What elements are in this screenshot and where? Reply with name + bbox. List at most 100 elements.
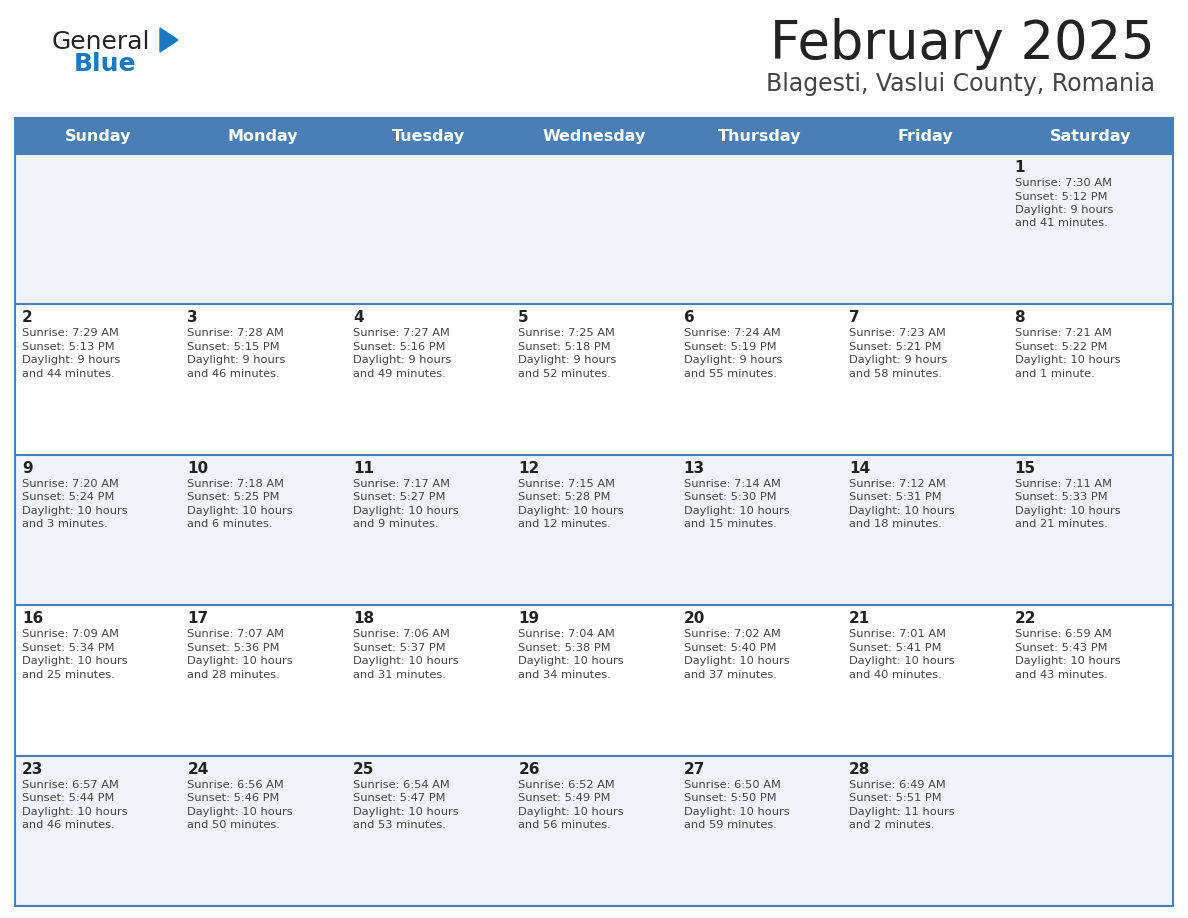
Text: Daylight: 10 hours: Daylight: 10 hours <box>353 807 459 817</box>
Text: and 50 minutes.: and 50 minutes. <box>188 820 280 830</box>
Text: 26: 26 <box>518 762 539 777</box>
Text: Sunrise: 7:01 AM: Sunrise: 7:01 AM <box>849 629 946 639</box>
Text: 16: 16 <box>23 611 43 626</box>
Text: Tuesday: Tuesday <box>392 129 466 143</box>
Text: Daylight: 10 hours: Daylight: 10 hours <box>23 506 127 516</box>
Polygon shape <box>160 28 178 52</box>
Text: Sunrise: 7:15 AM: Sunrise: 7:15 AM <box>518 479 615 488</box>
Text: Daylight: 9 hours: Daylight: 9 hours <box>849 355 948 365</box>
Text: 4: 4 <box>353 310 364 325</box>
Text: Sunrise: 7:30 AM: Sunrise: 7:30 AM <box>1015 178 1112 188</box>
Text: Daylight: 10 hours: Daylight: 10 hours <box>1015 656 1120 666</box>
Text: Sunset: 5:50 PM: Sunset: 5:50 PM <box>684 793 776 803</box>
Text: Sunrise: 6:54 AM: Sunrise: 6:54 AM <box>353 779 449 789</box>
Text: Sunset: 5:31 PM: Sunset: 5:31 PM <box>849 492 942 502</box>
Text: 6: 6 <box>684 310 695 325</box>
Text: Daylight: 10 hours: Daylight: 10 hours <box>684 807 789 817</box>
Text: Sunset: 5:37 PM: Sunset: 5:37 PM <box>353 643 446 653</box>
Text: and 28 minutes.: and 28 minutes. <box>188 670 280 679</box>
Text: 14: 14 <box>849 461 871 476</box>
Text: 8: 8 <box>1015 310 1025 325</box>
Text: 28: 28 <box>849 762 871 777</box>
Text: 27: 27 <box>684 762 706 777</box>
Text: Sunset: 5:41 PM: Sunset: 5:41 PM <box>849 643 942 653</box>
Text: and 25 minutes.: and 25 minutes. <box>23 670 115 679</box>
Text: Sunset: 5:15 PM: Sunset: 5:15 PM <box>188 341 280 352</box>
Text: Wednesday: Wednesday <box>542 129 646 143</box>
Text: and 46 minutes.: and 46 minutes. <box>23 820 114 830</box>
Text: Sunset: 5:30 PM: Sunset: 5:30 PM <box>684 492 776 502</box>
Text: Daylight: 9 hours: Daylight: 9 hours <box>1015 205 1113 215</box>
Text: Friday: Friday <box>897 129 953 143</box>
Text: and 37 minutes.: and 37 minutes. <box>684 670 777 679</box>
Bar <box>15 118 1173 154</box>
Text: and 15 minutes.: and 15 minutes. <box>684 520 777 530</box>
Text: Sunrise: 6:52 AM: Sunrise: 6:52 AM <box>518 779 615 789</box>
Text: Daylight: 10 hours: Daylight: 10 hours <box>518 656 624 666</box>
Text: Sunset: 5:49 PM: Sunset: 5:49 PM <box>518 793 611 803</box>
Bar <box>15 154 1173 305</box>
Text: and 40 minutes.: and 40 minutes. <box>849 670 942 679</box>
Text: Sunset: 5:19 PM: Sunset: 5:19 PM <box>684 341 776 352</box>
Text: Daylight: 9 hours: Daylight: 9 hours <box>353 355 451 365</box>
Text: 12: 12 <box>518 461 539 476</box>
Text: Daylight: 10 hours: Daylight: 10 hours <box>23 656 127 666</box>
Text: 20: 20 <box>684 611 706 626</box>
Text: Daylight: 10 hours: Daylight: 10 hours <box>518 807 624 817</box>
Text: 23: 23 <box>23 762 44 777</box>
Bar <box>15 118 1173 906</box>
Text: 9: 9 <box>23 461 32 476</box>
Text: Sunrise: 7:21 AM: Sunrise: 7:21 AM <box>1015 329 1112 339</box>
Text: Sunrise: 7:09 AM: Sunrise: 7:09 AM <box>23 629 119 639</box>
Text: Sunrise: 6:50 AM: Sunrise: 6:50 AM <box>684 779 781 789</box>
Text: and 2 minutes.: and 2 minutes. <box>849 820 935 830</box>
Text: 25: 25 <box>353 762 374 777</box>
Text: Sunrise: 7:28 AM: Sunrise: 7:28 AM <box>188 329 284 339</box>
Text: Sunset: 5:25 PM: Sunset: 5:25 PM <box>188 492 280 502</box>
Text: and 31 minutes.: and 31 minutes. <box>353 670 446 679</box>
Bar <box>15 756 1173 906</box>
Text: 1: 1 <box>1015 160 1025 175</box>
Text: Sunset: 5:27 PM: Sunset: 5:27 PM <box>353 492 446 502</box>
Text: and 3 minutes.: and 3 minutes. <box>23 520 108 530</box>
Text: Sunset: 5:21 PM: Sunset: 5:21 PM <box>849 341 942 352</box>
Text: Sunset: 5:16 PM: Sunset: 5:16 PM <box>353 341 446 352</box>
Text: and 9 minutes.: and 9 minutes. <box>353 520 438 530</box>
Text: 22: 22 <box>1015 611 1036 626</box>
Text: Sunset: 5:40 PM: Sunset: 5:40 PM <box>684 643 776 653</box>
Text: and 58 minutes.: and 58 minutes. <box>849 369 942 379</box>
Text: Sunset: 5:38 PM: Sunset: 5:38 PM <box>518 643 611 653</box>
Text: Daylight: 10 hours: Daylight: 10 hours <box>518 506 624 516</box>
Text: and 49 minutes.: and 49 minutes. <box>353 369 446 379</box>
Text: Sunrise: 7:18 AM: Sunrise: 7:18 AM <box>188 479 284 488</box>
Text: Daylight: 11 hours: Daylight: 11 hours <box>849 807 955 817</box>
Bar <box>15 454 1173 605</box>
Text: Sunrise: 7:29 AM: Sunrise: 7:29 AM <box>23 329 119 339</box>
Text: 18: 18 <box>353 611 374 626</box>
Text: Daylight: 10 hours: Daylight: 10 hours <box>1015 355 1120 365</box>
Text: and 53 minutes.: and 53 minutes. <box>353 820 446 830</box>
Text: Sunset: 5:22 PM: Sunset: 5:22 PM <box>1015 341 1107 352</box>
Bar <box>15 305 1173 454</box>
Text: and 1 minute.: and 1 minute. <box>1015 369 1094 379</box>
Text: Daylight: 10 hours: Daylight: 10 hours <box>684 656 789 666</box>
Text: Sunset: 5:24 PM: Sunset: 5:24 PM <box>23 492 114 502</box>
Text: Sunrise: 7:24 AM: Sunrise: 7:24 AM <box>684 329 781 339</box>
Text: 10: 10 <box>188 461 209 476</box>
Text: 7: 7 <box>849 310 860 325</box>
Text: Daylight: 10 hours: Daylight: 10 hours <box>1015 506 1120 516</box>
Text: and 6 minutes.: and 6 minutes. <box>188 520 273 530</box>
Text: Sunday: Sunday <box>64 129 131 143</box>
Text: Daylight: 10 hours: Daylight: 10 hours <box>849 506 955 516</box>
Text: Daylight: 10 hours: Daylight: 10 hours <box>353 506 459 516</box>
Text: 13: 13 <box>684 461 704 476</box>
Text: Sunset: 5:34 PM: Sunset: 5:34 PM <box>23 643 114 653</box>
Text: Sunrise: 6:57 AM: Sunrise: 6:57 AM <box>23 779 119 789</box>
Text: Sunrise: 6:49 AM: Sunrise: 6:49 AM <box>849 779 946 789</box>
Text: Sunrise: 7:02 AM: Sunrise: 7:02 AM <box>684 629 781 639</box>
Text: 21: 21 <box>849 611 871 626</box>
Text: 24: 24 <box>188 762 209 777</box>
Text: Monday: Monday <box>228 129 298 143</box>
Text: Daylight: 10 hours: Daylight: 10 hours <box>188 807 293 817</box>
Text: Daylight: 10 hours: Daylight: 10 hours <box>188 506 293 516</box>
